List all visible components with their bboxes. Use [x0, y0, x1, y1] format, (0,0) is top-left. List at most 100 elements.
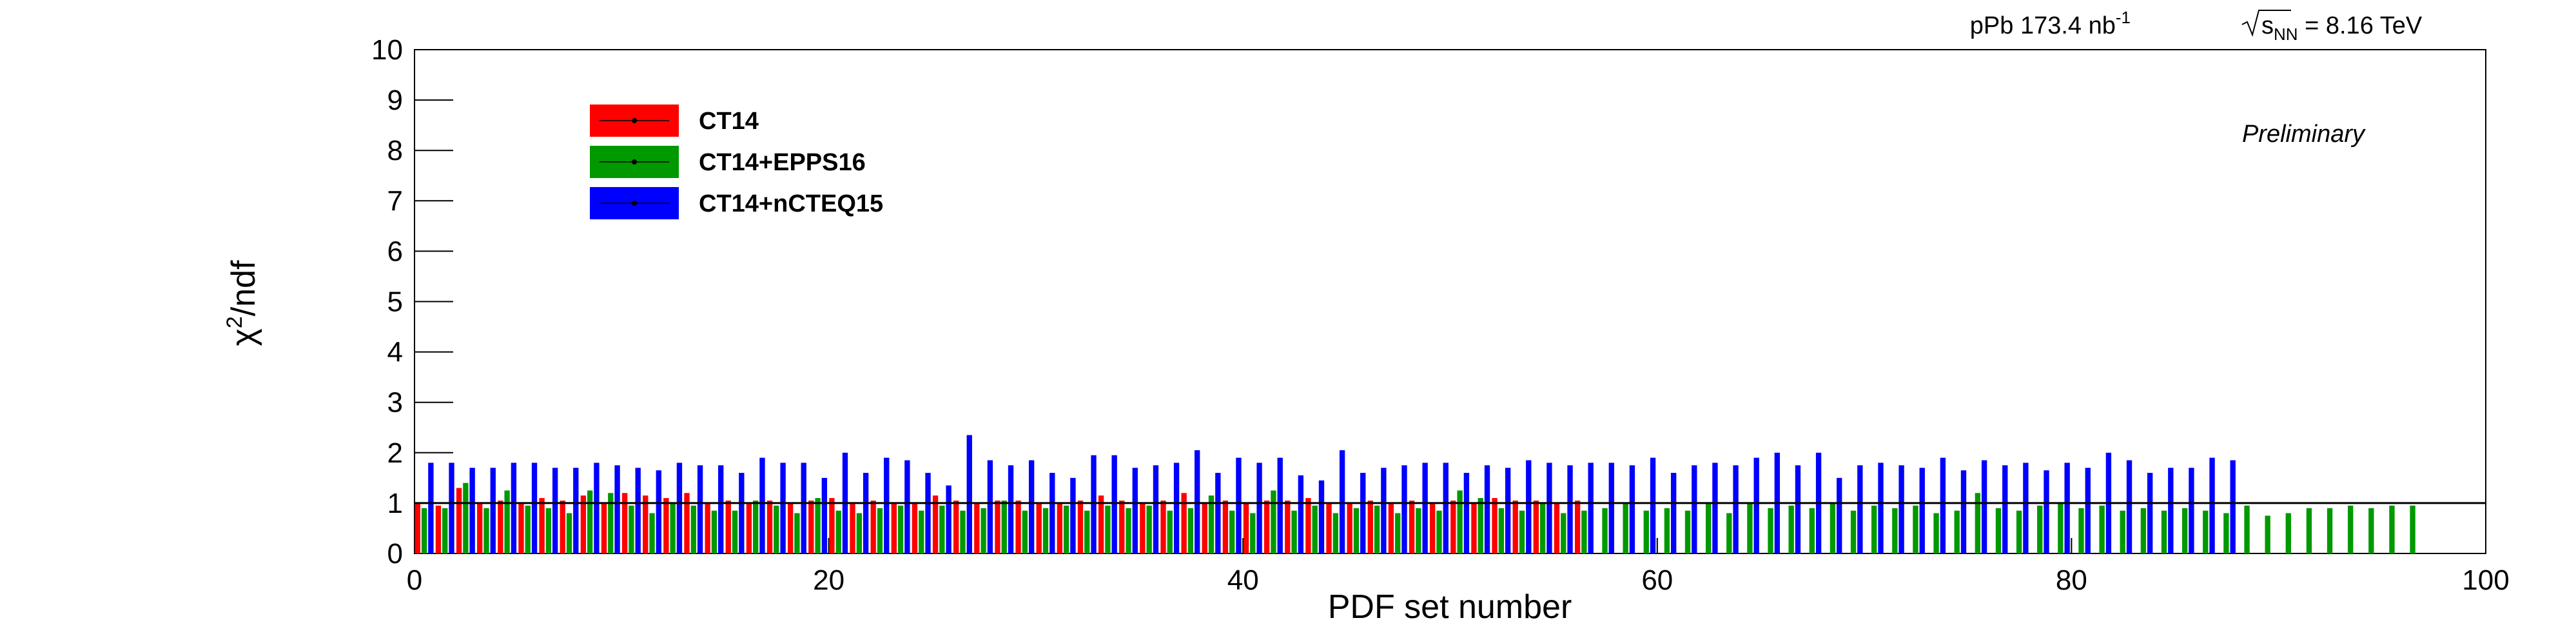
bar [850, 503, 855, 553]
bar [1733, 465, 1739, 553]
bar [1561, 513, 1566, 553]
bar [1326, 503, 1332, 553]
bar [469, 468, 475, 553]
bar [1187, 508, 1194, 553]
bar [1126, 508, 1131, 553]
x-tick-label: 60 [1641, 564, 1673, 596]
bar [1285, 500, 1291, 553]
bar [1664, 508, 1670, 553]
bar [2285, 513, 2291, 553]
bar [1084, 510, 1090, 553]
bar [897, 505, 904, 553]
bar [1173, 463, 1180, 553]
bar [1857, 465, 1863, 553]
bar [477, 503, 483, 553]
bar [1063, 505, 1069, 553]
bar [2389, 505, 2395, 553]
bar [1705, 503, 1712, 553]
bar [1478, 498, 1483, 553]
bar [449, 463, 454, 553]
sqrt-sign [2241, 10, 2291, 37]
bar [1919, 468, 1925, 553]
bar [1381, 468, 1387, 553]
bar [435, 505, 442, 553]
bar [759, 457, 765, 553]
bar [1726, 513, 1732, 553]
bar [912, 503, 918, 553]
bar [2181, 508, 2188, 553]
bar [1539, 503, 1546, 553]
bar [1132, 468, 1138, 553]
bar [649, 513, 655, 553]
bar [1347, 503, 1352, 553]
bar [1809, 508, 1815, 553]
bar [2120, 510, 2125, 553]
bar [919, 510, 924, 553]
bar [739, 473, 745, 553]
bar [2203, 510, 2209, 553]
bar [1471, 503, 1477, 553]
bar [1091, 455, 1097, 553]
bar [891, 503, 897, 553]
bar [1098, 495, 1104, 553]
legend-marker [632, 118, 637, 123]
bar [2147, 473, 2153, 553]
bar [2016, 510, 2022, 553]
bar [1001, 500, 1007, 553]
bar [939, 505, 945, 553]
bar [1195, 450, 1200, 553]
bar [1436, 510, 1442, 553]
bar [670, 503, 676, 553]
bar [1395, 513, 1401, 553]
bar [1401, 465, 1407, 553]
bar [531, 463, 538, 553]
bar [1498, 508, 1505, 553]
bar [1015, 500, 1021, 553]
bar [1554, 503, 1560, 553]
bar [690, 505, 696, 553]
bar [614, 465, 620, 553]
bar [1250, 513, 1256, 553]
bar [1222, 500, 1229, 553]
bar [1277, 457, 1283, 553]
y-title-base: χ [225, 328, 262, 346]
bar [2368, 508, 2374, 553]
bar [608, 493, 614, 553]
bar [697, 465, 703, 553]
bar [1028, 460, 1035, 553]
bar [594, 463, 600, 553]
bar [601, 503, 607, 553]
bar [1409, 500, 1415, 553]
x-tick-label: 40 [1227, 564, 1259, 596]
bar [2265, 515, 2270, 553]
bar [925, 473, 931, 553]
y-tick-label: 3 [387, 387, 403, 419]
bar [1684, 510, 1691, 553]
bar [1608, 463, 1614, 553]
bar [415, 503, 420, 553]
bar [2223, 513, 2229, 553]
bar [552, 468, 558, 553]
bar [1588, 463, 1594, 553]
bar [1305, 498, 1311, 553]
bar [1878, 463, 1884, 553]
bar [1291, 510, 1297, 553]
bar [1229, 510, 1235, 553]
bar [1898, 465, 1904, 553]
bar [870, 500, 876, 553]
bar [1008, 465, 1014, 553]
bar [442, 508, 448, 553]
y-tick-label: 4 [387, 337, 403, 368]
bar [2327, 508, 2333, 553]
bar [1830, 503, 1836, 553]
y-title-sup: 2 [222, 316, 247, 328]
y-tick-label: 6 [387, 235, 403, 267]
bar [981, 508, 986, 553]
y-tick-label: 0 [387, 538, 403, 570]
bar [794, 513, 800, 553]
bar [821, 477, 828, 553]
bar [1871, 505, 1877, 553]
bar [676, 463, 683, 553]
bar [511, 463, 517, 553]
